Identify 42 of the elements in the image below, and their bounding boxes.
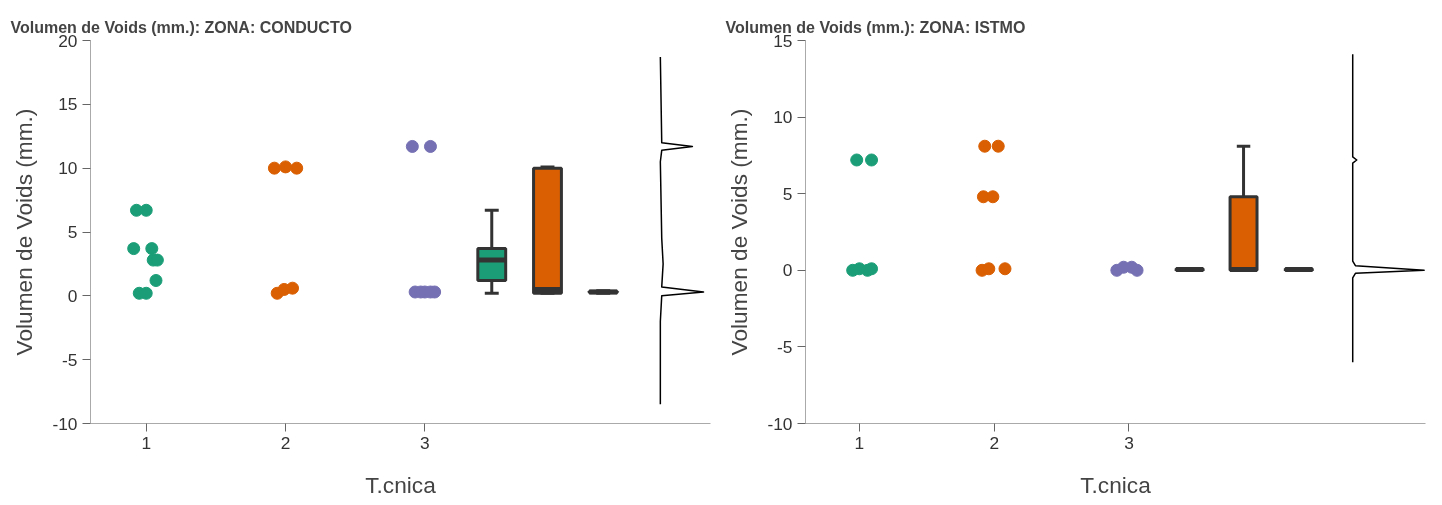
- point: [1130, 263, 1144, 277]
- point: [267, 161, 281, 175]
- x-tick-label: 1: [141, 432, 152, 453]
- line-series: [659, 56, 705, 406]
- point: [991, 139, 1005, 153]
- x-axis-title: T.cnica: [1080, 471, 1152, 498]
- x-tick-label: 3: [1124, 432, 1134, 453]
- y-tick-label: -10: [767, 413, 793, 434]
- x-tick-label: 1: [854, 432, 865, 453]
- y-tick-label: 5: [782, 183, 793, 204]
- point: [865, 153, 879, 167]
- point: [405, 139, 419, 153]
- y-tick-label: -5: [777, 336, 793, 357]
- y-axis-title: Volumen de Voids (mm.): [726, 108, 753, 356]
- point: [149, 274, 163, 287]
- x-axis-title: T.cnica: [365, 471, 437, 498]
- y-tick-label: 15: [58, 94, 78, 115]
- point: [850, 153, 864, 167]
- y-tick-label: -5: [62, 349, 78, 370]
- y-tick-label: 0: [67, 285, 78, 306]
- point: [978, 139, 992, 153]
- x-tick-label: 2: [280, 432, 291, 453]
- y-tick-label: 10: [58, 158, 78, 179]
- point: [286, 281, 300, 295]
- y-tick-label: 5: [67, 222, 78, 242]
- point: [982, 262, 996, 276]
- y-tick-label: 0: [782, 260, 793, 281]
- y-axis-title: Volumen de Voids (mm.): [11, 108, 38, 356]
- point: [290, 161, 304, 175]
- point: [998, 262, 1012, 276]
- point: [423, 139, 437, 153]
- point: [139, 203, 153, 217]
- y-tick-label: -10: [52, 413, 78, 434]
- point: [279, 160, 293, 174]
- y-tick-label: 10: [773, 107, 793, 128]
- x-tick-label: 3: [420, 432, 430, 453]
- line-series: [1351, 53, 1425, 363]
- point: [865, 262, 879, 276]
- point: [145, 242, 159, 256]
- point: [127, 242, 141, 256]
- point: [986, 190, 1000, 204]
- x-tick-label: 2: [989, 432, 1000, 453]
